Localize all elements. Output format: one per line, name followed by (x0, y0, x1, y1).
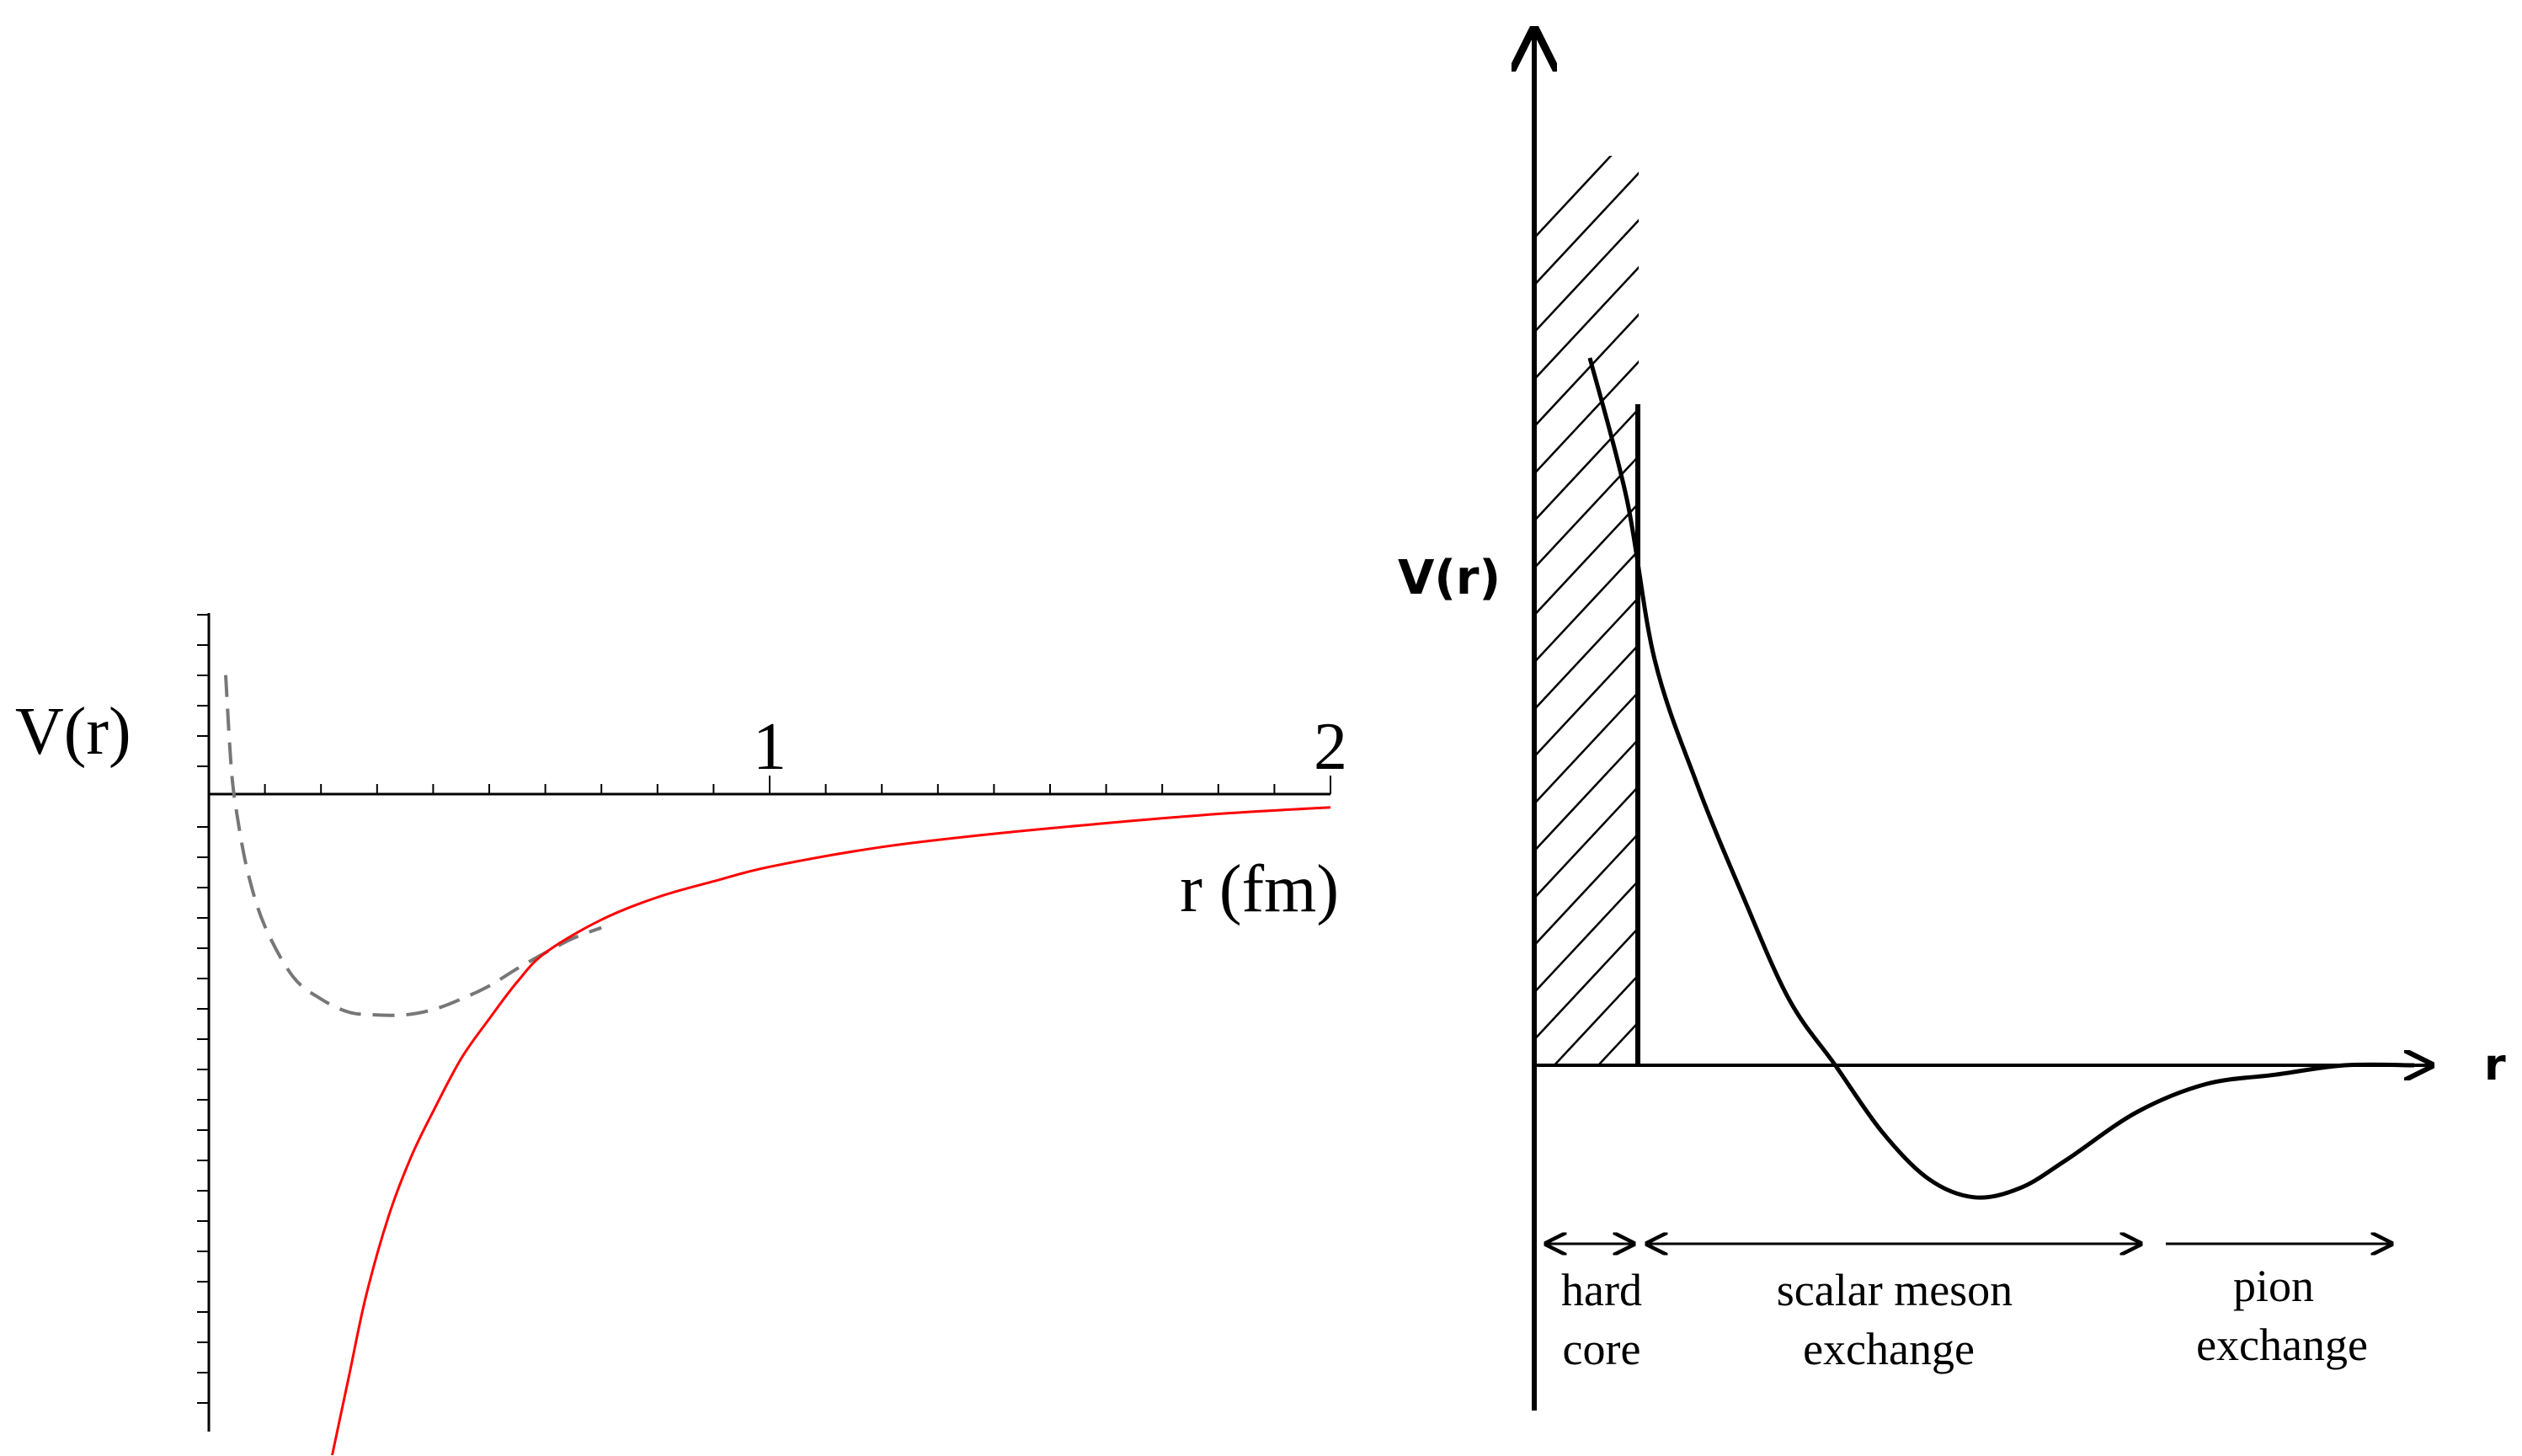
hatch-line (1553, 973, 1639, 1065)
scalar-meson-label-line2: exchange (1803, 1324, 1975, 1374)
right-y-axis-label: V(r) (1398, 551, 1501, 605)
x-tick-label: 1 (753, 710, 786, 784)
hatch-line (1534, 218, 1639, 334)
hatch-line (1534, 454, 1639, 570)
hatch-line (1534, 737, 1639, 853)
hatch-line (1534, 265, 1639, 381)
hatch-line (1534, 925, 1639, 1042)
hatch-line (1534, 548, 1639, 664)
hatch-line (1534, 690, 1639, 806)
hard-core-label-line1: hard (1561, 1265, 1642, 1315)
hatch-line (1534, 312, 1639, 429)
hatch-line (1534, 407, 1639, 523)
right-chart: V(r) r hard core scalar meson exchange p… (1398, 34, 2506, 1411)
hatch-line (1534, 831, 1639, 947)
hatch-line (1534, 643, 1639, 759)
x-tick-label: 2 (1314, 710, 1347, 784)
scalar-meson-label-line1: scalar meson (1777, 1265, 2013, 1315)
left-x-ticks (264, 776, 1331, 794)
hatch-line (1534, 784, 1639, 900)
hard-core-hatch (1528, 156, 1646, 1235)
left-x-axis-label: r (fm) (1180, 852, 1339, 926)
hatch-line (1534, 171, 1639, 287)
potential-curve (1587, 357, 2415, 1200)
left-y-axis-label: V(r) (15, 695, 131, 769)
right-x-axis-label: r (2484, 1040, 2506, 1091)
pion-label-line2: exchange (2196, 1320, 2368, 1370)
hatch-line (1534, 156, 1613, 240)
hatch-line (1534, 360, 1639, 476)
red-curve (331, 806, 1331, 1456)
hard-core-label-line2: core (1563, 1324, 1641, 1374)
hatch-line (1534, 595, 1639, 712)
pion-label-line1: pion (2233, 1261, 2314, 1311)
left-y-ticks (197, 614, 209, 1404)
hatch-line (1534, 878, 1639, 995)
dashed-curve (224, 675, 602, 1017)
hatch-line (1597, 1020, 1639, 1065)
hatch-line (1528, 1061, 1646, 1187)
hatch-line (1534, 501, 1639, 617)
hatch-line (1528, 1108, 1646, 1235)
